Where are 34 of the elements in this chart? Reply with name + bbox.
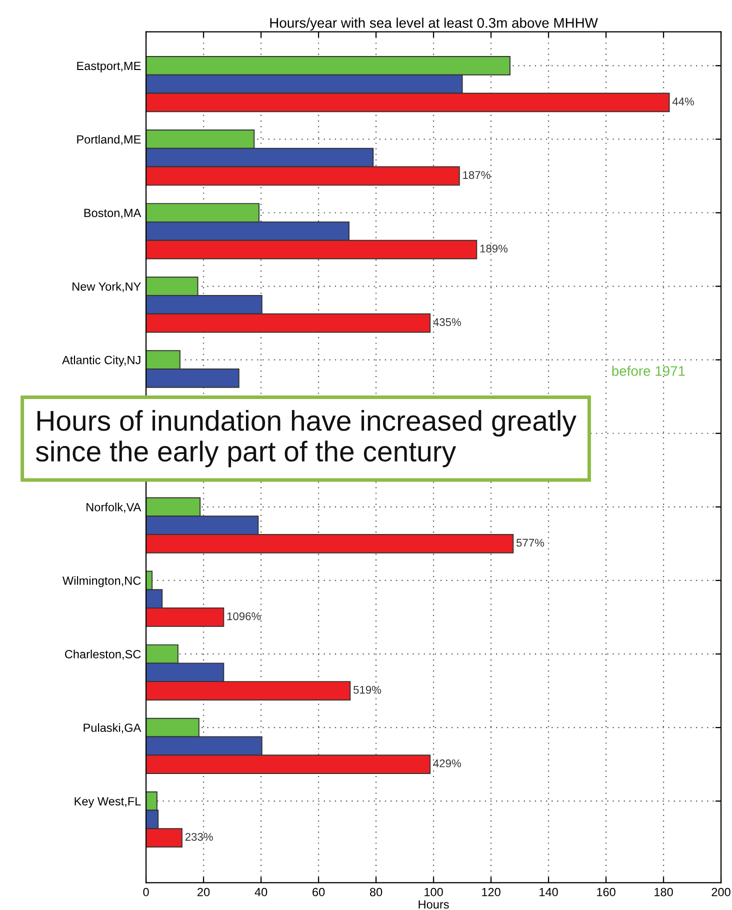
annotation: 1096% [227, 612, 261, 620]
x-axis-title: Hours [418, 900, 449, 909]
annotation: Hours of inundation have increased greatly since the early part of the century [36, 410, 576, 468]
y-tick-label: Boston,MA [84, 208, 142, 219]
x-tick-label: 80 [370, 888, 382, 896]
y-tick-label: Charleston,SC [65, 650, 141, 660]
annotation: 429% [433, 759, 461, 768]
annotation: 233% [185, 832, 213, 841]
annotation: 577% [516, 538, 544, 547]
y-tick-label: Atlantic City,NJ [62, 356, 140, 367]
x-tick-label: 200 [712, 888, 730, 896]
x-tick-label: 140 [540, 888, 558, 896]
x-tick-label: 60 [312, 888, 325, 896]
x-tick-label: 180 [654, 888, 673, 896]
annotation: 187% [463, 171, 490, 179]
annotation: 435% [433, 318, 461, 326]
x-tick-label: 0 [143, 888, 149, 896]
y-tick-label: Portland,ME [77, 134, 141, 146]
x-tick-label: 40 [254, 888, 268, 896]
y-tick-label: Norfolk,VA [86, 502, 142, 513]
y-tick-label: Wilmington,NC [62, 576, 141, 588]
annotation: 189% [480, 244, 508, 253]
chart-title: Hours/year with sea level at least 0.3m above MHHW [270, 18, 598, 31]
x-tick-label: 120 [482, 888, 500, 896]
annotation: 44% [672, 98, 694, 106]
y-tick-label: Eastport,ME [77, 62, 141, 72]
text: before 1971 [612, 366, 685, 376]
annotation: 519% [353, 686, 382, 694]
x-tick-label: 100 [424, 888, 443, 896]
y-tick-label: Pulaski,GA [84, 723, 142, 734]
x-tick-label: 160 [597, 888, 616, 896]
y-tick-label: New York,NY [72, 282, 141, 292]
y-tick-label: Key West,FL [74, 797, 141, 808]
x-tick-label: 20 [198, 888, 210, 896]
